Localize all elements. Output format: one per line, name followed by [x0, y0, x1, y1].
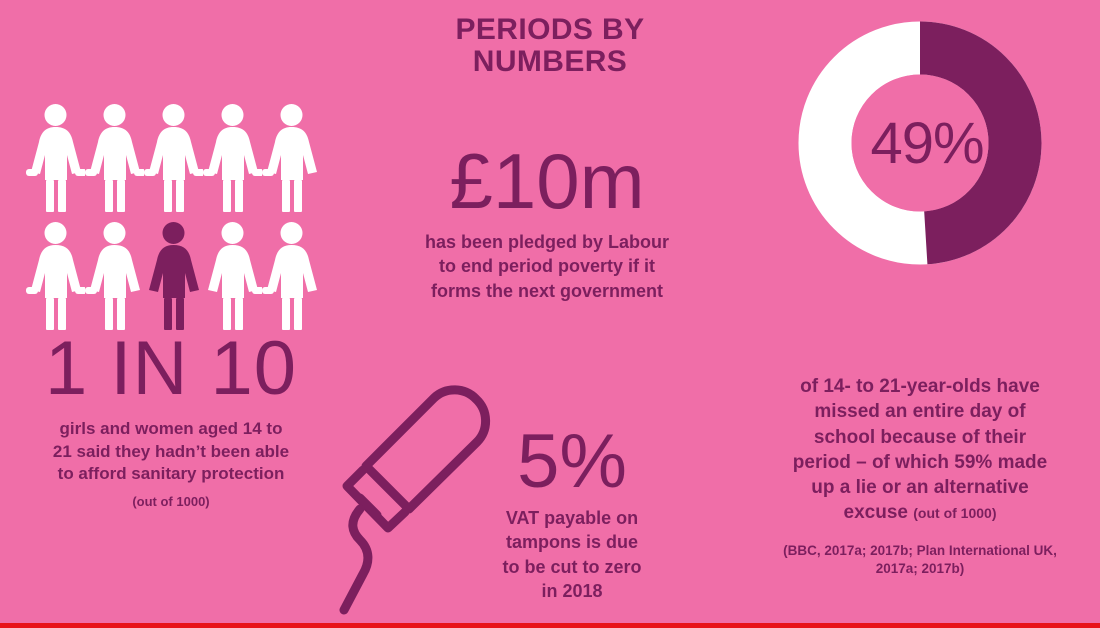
- stat-block-missed-school: of 14- to 21-year-olds have missed an en…: [748, 374, 1092, 578]
- female-figure-icon: [26, 216, 85, 334]
- stat-description-missed-school: of 14- to 21-year-olds have missed an en…: [748, 374, 1092, 526]
- female-figure-icon: [203, 98, 262, 216]
- female-figure-icon: [85, 98, 144, 216]
- pictogram-row-2: [26, 216, 322, 334]
- female-figure-icon-highlighted: [144, 216, 203, 334]
- stat-note-one-in-ten: (out of 1000): [132, 493, 210, 509]
- stat-description-vat: VAT payable on tampons is due to be cut …: [502, 508, 642, 602]
- female-figure-icon: [262, 216, 321, 334]
- stat-description-one-in-ten: girls and women aged 14 to 21 said they …: [52, 419, 290, 484]
- stat-value-vat: 5%: [517, 419, 627, 504]
- page-title: PERIODS BY NUMBERS: [455, 13, 645, 79]
- tampon-icon: [330, 372, 520, 628]
- female-figure-icon: [85, 216, 144, 334]
- stat-value-one-in-ten: 1 IN 10: [44, 326, 298, 411]
- stat-value-pledge: £10m: [449, 137, 645, 225]
- donut-chart-49-percent: 49%: [795, 18, 1045, 268]
- female-figure-icon: [262, 98, 321, 216]
- stat-block-pledge: £10m has been pledged by Labour to end p…: [372, 142, 722, 303]
- female-figure-icon: [203, 216, 262, 334]
- source-citation: (BBC, 2017a; 2017b; Plan International U…: [783, 542, 1057, 576]
- donut-center-label: 49%: [870, 110, 984, 176]
- stat-block-vat: 5% VAT payable on tampons is due to be c…: [462, 424, 682, 604]
- female-figure-icon: [26, 98, 85, 216]
- stat-note-missed-school: (out of 1000): [913, 505, 997, 522]
- stat-block-one-in-ten: 1 IN 10 girls and women aged 14 to 21 sa…: [6, 326, 336, 509]
- pictogram-row-1: [26, 98, 322, 216]
- female-figure-icon: [144, 98, 203, 216]
- stat-description-pledge: has been pledged by Labour to end period…: [424, 232, 670, 301]
- pictogram-1-in-10: [26, 98, 322, 334]
- bottom-red-rule: [0, 623, 1100, 628]
- missed-school-text: of 14- to 21-year-olds have missed an en…: [792, 376, 1048, 524]
